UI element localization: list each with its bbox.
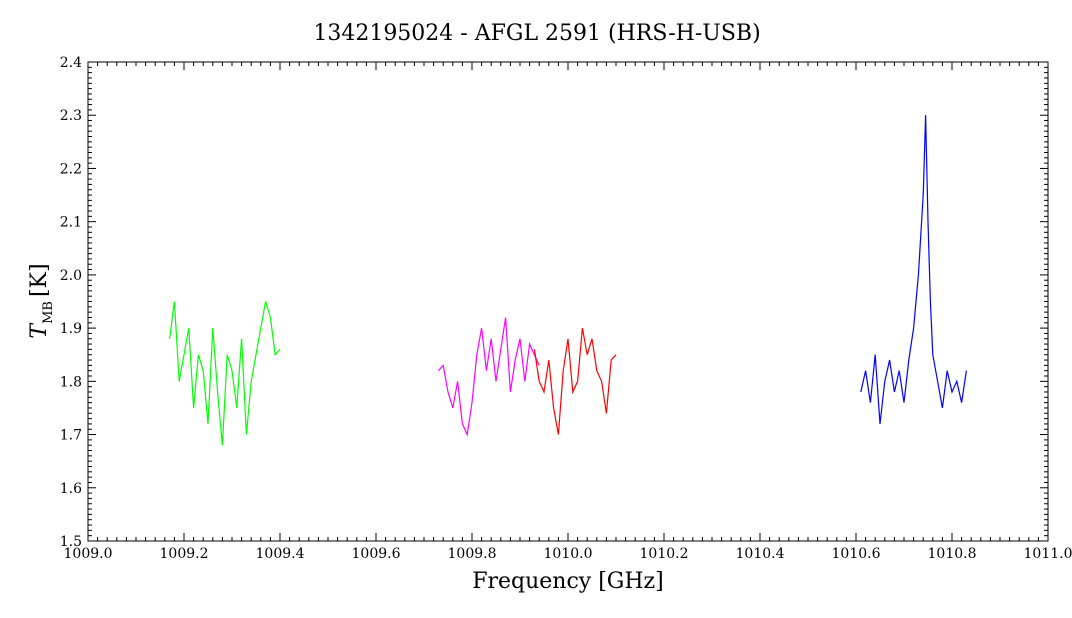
y-tick-label: 2.3 bbox=[60, 108, 82, 124]
x-tick-label: 1009.2 bbox=[160, 546, 209, 562]
y-tick-label: 2.4 bbox=[60, 55, 82, 71]
y-axis-label-sub: MB bbox=[41, 301, 56, 324]
series-line-3 bbox=[860, 115, 967, 424]
x-tick-label: 1010.2 bbox=[640, 546, 689, 562]
y-axis-label-unit: [K] bbox=[27, 263, 52, 297]
x-tick-label: 1009.6 bbox=[352, 546, 401, 562]
y-axis-label-main: T bbox=[27, 322, 52, 339]
x-tick-label: 1009.4 bbox=[256, 546, 305, 562]
x-tick-label: 1010.4 bbox=[736, 546, 785, 562]
y-tick-label: 1.8 bbox=[60, 374, 82, 390]
series-line-1 bbox=[437, 317, 540, 437]
y-tick-label: 1.6 bbox=[60, 481, 82, 497]
chart-title: 1342195024 - AFGL 2591 (HRS-H-USB) bbox=[313, 21, 760, 46]
x-tick-label: 1009.0 bbox=[64, 546, 113, 562]
data-series bbox=[169, 115, 967, 446]
x-tick-label: 1010.8 bbox=[928, 546, 977, 562]
series-line-2 bbox=[533, 327, 617, 435]
y-axis-label: TMB [K] bbox=[27, 263, 56, 338]
y-tick-label: 2.1 bbox=[60, 215, 82, 231]
y-tick-label: 1.5 bbox=[60, 534, 82, 550]
x-axis-label: Frequency [GHz] bbox=[472, 569, 664, 594]
x-tick-label: 1010.0 bbox=[544, 546, 593, 562]
y-tick-label: 2.0 bbox=[60, 268, 82, 284]
plot-frame bbox=[87, 61, 1049, 542]
x-axis: 1009.0 1009.2 1009.4 1009.6 1009.8 1010.0 1010… bbox=[64, 62, 1072, 562]
y-tick-label: 1.9 bbox=[60, 321, 82, 337]
y-tick-label: 1.7 bbox=[60, 428, 82, 444]
x-tick-label: 1011.0 bbox=[1024, 546, 1072, 562]
series-line-0 bbox=[169, 301, 281, 446]
x-tick-label: 1010.6 bbox=[832, 546, 881, 562]
x-tick-label: 1009.8 bbox=[448, 546, 497, 562]
y-axis: 1.5 1.6 1.7 1.8 1.9 2.0 2.1 2.2 2.3 2.4 bbox=[60, 55, 1048, 550]
y-tick-label: 2.2 bbox=[60, 161, 82, 177]
